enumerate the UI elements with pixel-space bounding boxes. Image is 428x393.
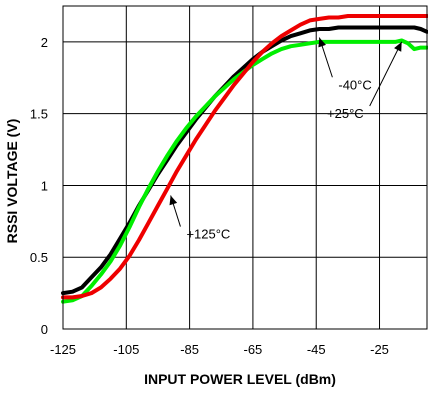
y-tick-label: 2: [41, 35, 48, 50]
y-axis-label: RSSI VOLTAGE (V): [4, 119, 20, 244]
annotation-arrowhead: [318, 37, 326, 48]
annotation-arrowhead: [169, 195, 178, 206]
x-tick-label: -65: [244, 342, 263, 357]
tick-labels: -125 -105 -85 -65 -45 -25 0 0.5 1 1.5 2: [30, 35, 389, 357]
y-tick-label: 1.5: [30, 107, 48, 122]
plot-frame: [62, 5, 428, 330]
y-tick-label: 0.5: [30, 250, 48, 265]
series-line-1: [61, 38, 428, 304]
annotation-label: +25°C: [327, 106, 364, 121]
series-line-0: [61, 25, 428, 296]
annotation-arrows: [169, 37, 403, 227]
series-lines: [61, 14, 428, 304]
annotation-label: -40°C: [338, 77, 371, 92]
x-axis-label: INPUT POWER LEVEL (dBm): [144, 371, 336, 387]
x-tick-label: -25: [370, 342, 389, 357]
y-tick-label: 0: [41, 322, 48, 337]
annotation-arrow-line: [369, 41, 403, 107]
y-tick-label: 1: [41, 178, 48, 193]
annotation-label: +125°C: [186, 227, 230, 242]
annotation-arrowhead: [394, 41, 402, 52]
x-tick-label: -125: [50, 342, 76, 357]
x-tick-label: -45: [307, 342, 326, 357]
x-tick-label: -105: [113, 342, 139, 357]
series-line-2: [61, 14, 428, 300]
gridlines: [62, 6, 427, 329]
annotations: -40°C +25°C +125°C: [186, 77, 371, 241]
x-tick-label: -85: [180, 342, 199, 357]
